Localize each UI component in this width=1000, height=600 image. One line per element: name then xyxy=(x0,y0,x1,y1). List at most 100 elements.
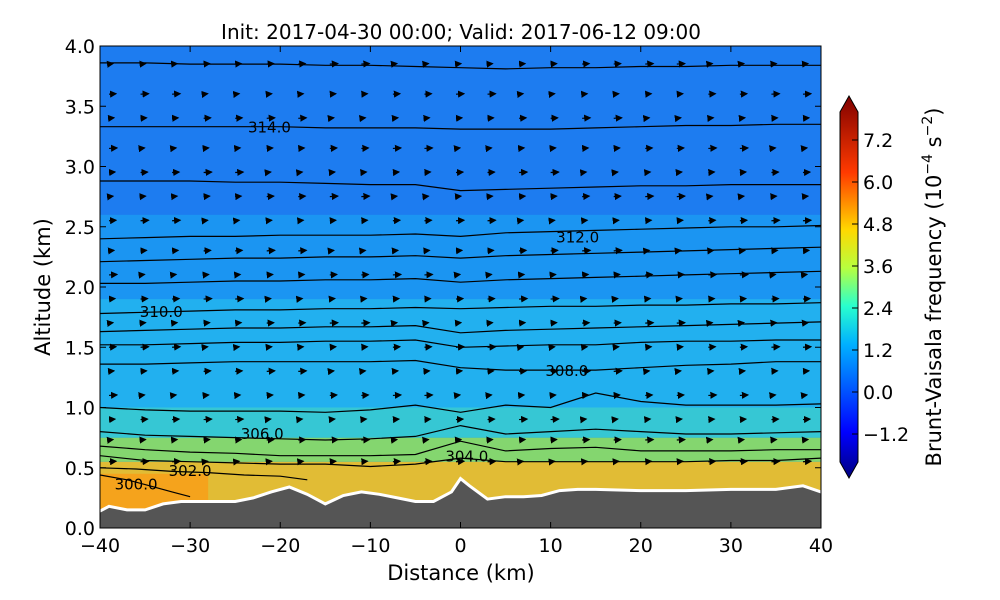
wind-vector xyxy=(171,247,180,255)
wind-vector xyxy=(328,295,337,303)
wind-vector xyxy=(611,295,619,303)
wind-vector xyxy=(613,271,621,279)
wind-vector xyxy=(676,343,684,351)
wind-vector xyxy=(329,217,338,225)
wind-vector xyxy=(581,391,590,400)
wind-vector xyxy=(329,391,339,399)
wind-vector xyxy=(519,295,529,303)
contour-label: 302.0 xyxy=(169,462,212,480)
wind-vector xyxy=(139,193,147,201)
y-tick-label: 3.5 xyxy=(65,96,95,118)
wind-vector xyxy=(580,217,589,225)
wind-vector xyxy=(675,169,683,177)
wind-vector xyxy=(802,415,812,424)
wind-vector xyxy=(140,247,148,255)
y-tick-label: 3.0 xyxy=(65,157,95,179)
wind-vector xyxy=(770,436,778,444)
wind-vector xyxy=(548,458,556,466)
wind-vector xyxy=(424,343,433,351)
contour-line xyxy=(100,180,821,192)
wind-vector xyxy=(390,436,399,444)
wind-vector xyxy=(265,343,273,351)
wind-vector xyxy=(203,295,213,303)
wind-vector xyxy=(329,192,340,201)
wind-vector xyxy=(423,247,431,255)
wind-vector xyxy=(486,193,494,201)
wind-vector xyxy=(519,168,529,176)
wind-vector xyxy=(455,217,466,225)
wind-vector xyxy=(486,436,494,444)
wind-vector xyxy=(203,415,213,424)
wind-vector xyxy=(266,114,276,122)
wind-vector xyxy=(266,367,276,375)
wind-vector xyxy=(579,169,588,177)
wind-vector xyxy=(611,416,619,424)
contour-line xyxy=(100,246,821,263)
wind-vector xyxy=(579,416,588,424)
wind-vector xyxy=(675,295,683,303)
wind-vector xyxy=(487,247,495,255)
y-tick-label: 2.5 xyxy=(65,217,95,239)
wind-vector xyxy=(358,114,367,123)
wind-vector xyxy=(266,436,275,444)
wind-vector xyxy=(392,168,401,177)
wind-vector xyxy=(708,168,716,177)
y-axis: 0.0 0.5 1.0 1.5 2.0 2.5 3.0 3.5 4.0 xyxy=(65,36,821,540)
wind-vector xyxy=(771,343,781,351)
wind-vector xyxy=(800,271,809,279)
contour-label: 308.0 xyxy=(545,362,588,380)
colorbar: −1.2 0.0 1.2 2.4 3.6 4.8 6.0 7.2 xyxy=(839,94,909,480)
wind-vector xyxy=(771,114,779,122)
wind-vector xyxy=(392,295,401,303)
wind-vector xyxy=(613,192,622,201)
wind-vectors xyxy=(106,60,813,466)
wind-vector xyxy=(708,415,716,424)
wind-vector xyxy=(201,458,209,466)
wind-vector xyxy=(771,168,780,177)
wind-vector xyxy=(235,168,245,176)
wind-vector xyxy=(108,415,117,424)
wind-vector xyxy=(771,90,781,98)
wind-vector xyxy=(298,436,307,444)
wind-vector xyxy=(455,343,466,351)
colorbar-tick-label: 4.8 xyxy=(863,214,893,236)
wind-vector xyxy=(392,144,403,152)
wind-vector xyxy=(360,416,368,424)
wind-vector xyxy=(169,392,178,400)
colorbar-label-exponent-1: −4 xyxy=(920,154,936,175)
wind-vector xyxy=(140,343,150,351)
wind-vector xyxy=(708,391,718,399)
wind-vector xyxy=(203,436,211,444)
wind-vector xyxy=(582,247,592,255)
wind-vector xyxy=(358,247,367,255)
wind-vector xyxy=(769,145,777,153)
wind-vector xyxy=(361,192,371,201)
wind-vector xyxy=(201,217,209,225)
contour-line xyxy=(100,321,821,334)
wind-vector xyxy=(235,415,245,424)
wind-vector xyxy=(642,247,651,255)
wind-vector xyxy=(298,247,308,255)
wind-vector xyxy=(676,319,686,327)
colorbar-tick-label: 7.2 xyxy=(863,130,893,152)
colorbar-tick-label: 6.0 xyxy=(863,172,893,194)
wind-vector xyxy=(550,193,558,201)
wind-vector xyxy=(232,217,241,225)
wind-vector xyxy=(455,458,466,466)
theta-contours: 300.0 302.0 304.0 306.0 308.0 310.0 312.0 314.0 xyxy=(100,62,821,498)
wind-vector xyxy=(298,319,307,327)
wind-vector xyxy=(424,168,432,177)
x-tick-label: −40 xyxy=(80,535,120,557)
x-tick-label: −20 xyxy=(260,535,300,557)
wind-vector xyxy=(771,247,779,255)
wind-vector xyxy=(675,416,683,424)
wind-vector xyxy=(232,343,241,352)
wind-vector xyxy=(708,295,716,303)
wind-vector xyxy=(676,391,685,399)
wind-vector xyxy=(676,458,684,466)
wind-vector xyxy=(612,343,620,351)
wind-vector xyxy=(582,192,591,201)
wind-vector xyxy=(391,114,400,122)
wind-vector xyxy=(295,295,304,303)
wind-vector xyxy=(519,367,528,375)
